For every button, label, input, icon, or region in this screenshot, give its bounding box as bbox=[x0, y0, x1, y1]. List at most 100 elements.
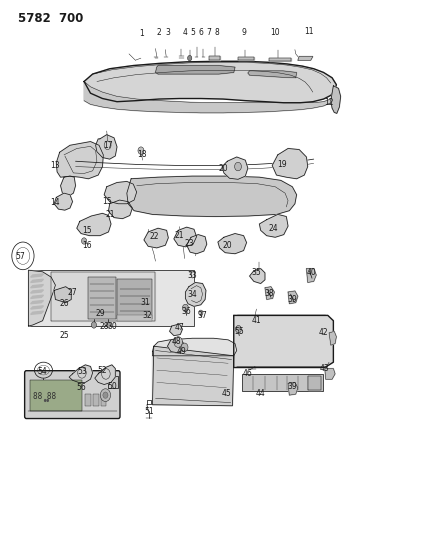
Circle shape bbox=[199, 310, 203, 316]
Circle shape bbox=[181, 343, 188, 352]
Polygon shape bbox=[54, 193, 73, 210]
Polygon shape bbox=[288, 291, 298, 304]
Polygon shape bbox=[152, 356, 234, 405]
Text: 1: 1 bbox=[139, 29, 144, 38]
Text: 33: 33 bbox=[187, 271, 197, 279]
Polygon shape bbox=[325, 368, 335, 379]
Text: 10: 10 bbox=[270, 28, 280, 37]
Bar bbox=[85, 394, 91, 406]
Text: 53: 53 bbox=[77, 367, 87, 376]
Text: 30: 30 bbox=[108, 321, 118, 330]
Bar bbox=[93, 394, 99, 406]
Text: 15: 15 bbox=[102, 197, 112, 206]
Text: 49: 49 bbox=[176, 347, 186, 356]
Text: 15: 15 bbox=[82, 226, 92, 235]
Text: 50: 50 bbox=[108, 382, 118, 391]
Circle shape bbox=[100, 389, 111, 401]
Text: 38: 38 bbox=[264, 288, 274, 297]
Polygon shape bbox=[77, 213, 111, 236]
Text: 26: 26 bbox=[59, 299, 69, 308]
Circle shape bbox=[82, 238, 87, 244]
Text: 5: 5 bbox=[190, 28, 196, 37]
Polygon shape bbox=[30, 290, 43, 293]
Circle shape bbox=[138, 147, 144, 155]
Text: 8: 8 bbox=[214, 28, 219, 37]
Polygon shape bbox=[185, 282, 206, 306]
Polygon shape bbox=[84, 82, 336, 113]
Polygon shape bbox=[60, 176, 76, 196]
Polygon shape bbox=[51, 272, 154, 321]
Text: 13: 13 bbox=[51, 161, 60, 170]
Bar bbox=[117, 316, 152, 321]
Polygon shape bbox=[167, 338, 184, 353]
Polygon shape bbox=[269, 58, 290, 61]
FancyBboxPatch shape bbox=[24, 370, 120, 418]
Bar bbox=[30, 380, 82, 411]
Text: 47: 47 bbox=[175, 323, 184, 332]
Text: 41: 41 bbox=[251, 316, 261, 325]
Polygon shape bbox=[104, 181, 137, 204]
Polygon shape bbox=[95, 365, 115, 384]
Text: 20: 20 bbox=[218, 164, 228, 173]
Polygon shape bbox=[298, 56, 313, 60]
Polygon shape bbox=[187, 235, 207, 254]
Text: 28: 28 bbox=[100, 321, 109, 330]
Text: 56: 56 bbox=[76, 383, 86, 392]
Circle shape bbox=[46, 399, 49, 402]
Polygon shape bbox=[308, 376, 320, 390]
Text: 51: 51 bbox=[145, 407, 154, 416]
Text: 16: 16 bbox=[82, 241, 92, 250]
Polygon shape bbox=[218, 233, 247, 254]
Text: 9: 9 bbox=[242, 28, 247, 37]
Text: 25: 25 bbox=[59, 331, 69, 340]
Polygon shape bbox=[152, 338, 237, 356]
Circle shape bbox=[182, 304, 188, 312]
Polygon shape bbox=[28, 270, 55, 326]
Polygon shape bbox=[56, 142, 103, 179]
Polygon shape bbox=[331, 86, 341, 114]
Polygon shape bbox=[109, 200, 133, 219]
Text: 29: 29 bbox=[95, 309, 105, 318]
Text: 2: 2 bbox=[157, 28, 161, 37]
Text: 35: 35 bbox=[251, 269, 261, 277]
Text: 17: 17 bbox=[103, 141, 112, 150]
Text: 54: 54 bbox=[38, 367, 48, 376]
Polygon shape bbox=[30, 279, 43, 282]
Polygon shape bbox=[54, 287, 71, 303]
Text: 39: 39 bbox=[287, 295, 297, 304]
Polygon shape bbox=[30, 295, 43, 298]
Bar bbox=[117, 279, 152, 319]
Polygon shape bbox=[306, 269, 316, 282]
Polygon shape bbox=[248, 71, 296, 78]
Polygon shape bbox=[152, 346, 234, 406]
Circle shape bbox=[174, 337, 182, 348]
Text: 24: 24 bbox=[269, 224, 278, 233]
Text: 52: 52 bbox=[98, 366, 107, 375]
Circle shape bbox=[235, 163, 242, 171]
Text: 3: 3 bbox=[165, 28, 170, 37]
Text: 6: 6 bbox=[198, 28, 203, 37]
Polygon shape bbox=[84, 61, 336, 103]
Polygon shape bbox=[30, 301, 43, 304]
Text: 36: 36 bbox=[182, 307, 192, 316]
Polygon shape bbox=[260, 214, 288, 237]
Text: 34: 34 bbox=[187, 289, 197, 298]
Polygon shape bbox=[222, 157, 248, 179]
Circle shape bbox=[91, 322, 97, 328]
Text: 20: 20 bbox=[223, 241, 232, 250]
Polygon shape bbox=[30, 311, 43, 314]
Polygon shape bbox=[288, 382, 298, 395]
Circle shape bbox=[103, 392, 108, 398]
Polygon shape bbox=[174, 227, 196, 247]
Bar bbox=[28, 270, 194, 326]
Text: 39: 39 bbox=[287, 382, 297, 391]
Polygon shape bbox=[169, 324, 182, 336]
Text: 40: 40 bbox=[307, 269, 317, 277]
Text: 88 88: 88 88 bbox=[33, 392, 56, 401]
Polygon shape bbox=[209, 56, 220, 60]
Text: 4: 4 bbox=[182, 28, 187, 37]
Text: 44: 44 bbox=[256, 389, 266, 398]
Polygon shape bbox=[69, 365, 93, 382]
Polygon shape bbox=[265, 287, 275, 300]
Polygon shape bbox=[272, 149, 308, 179]
